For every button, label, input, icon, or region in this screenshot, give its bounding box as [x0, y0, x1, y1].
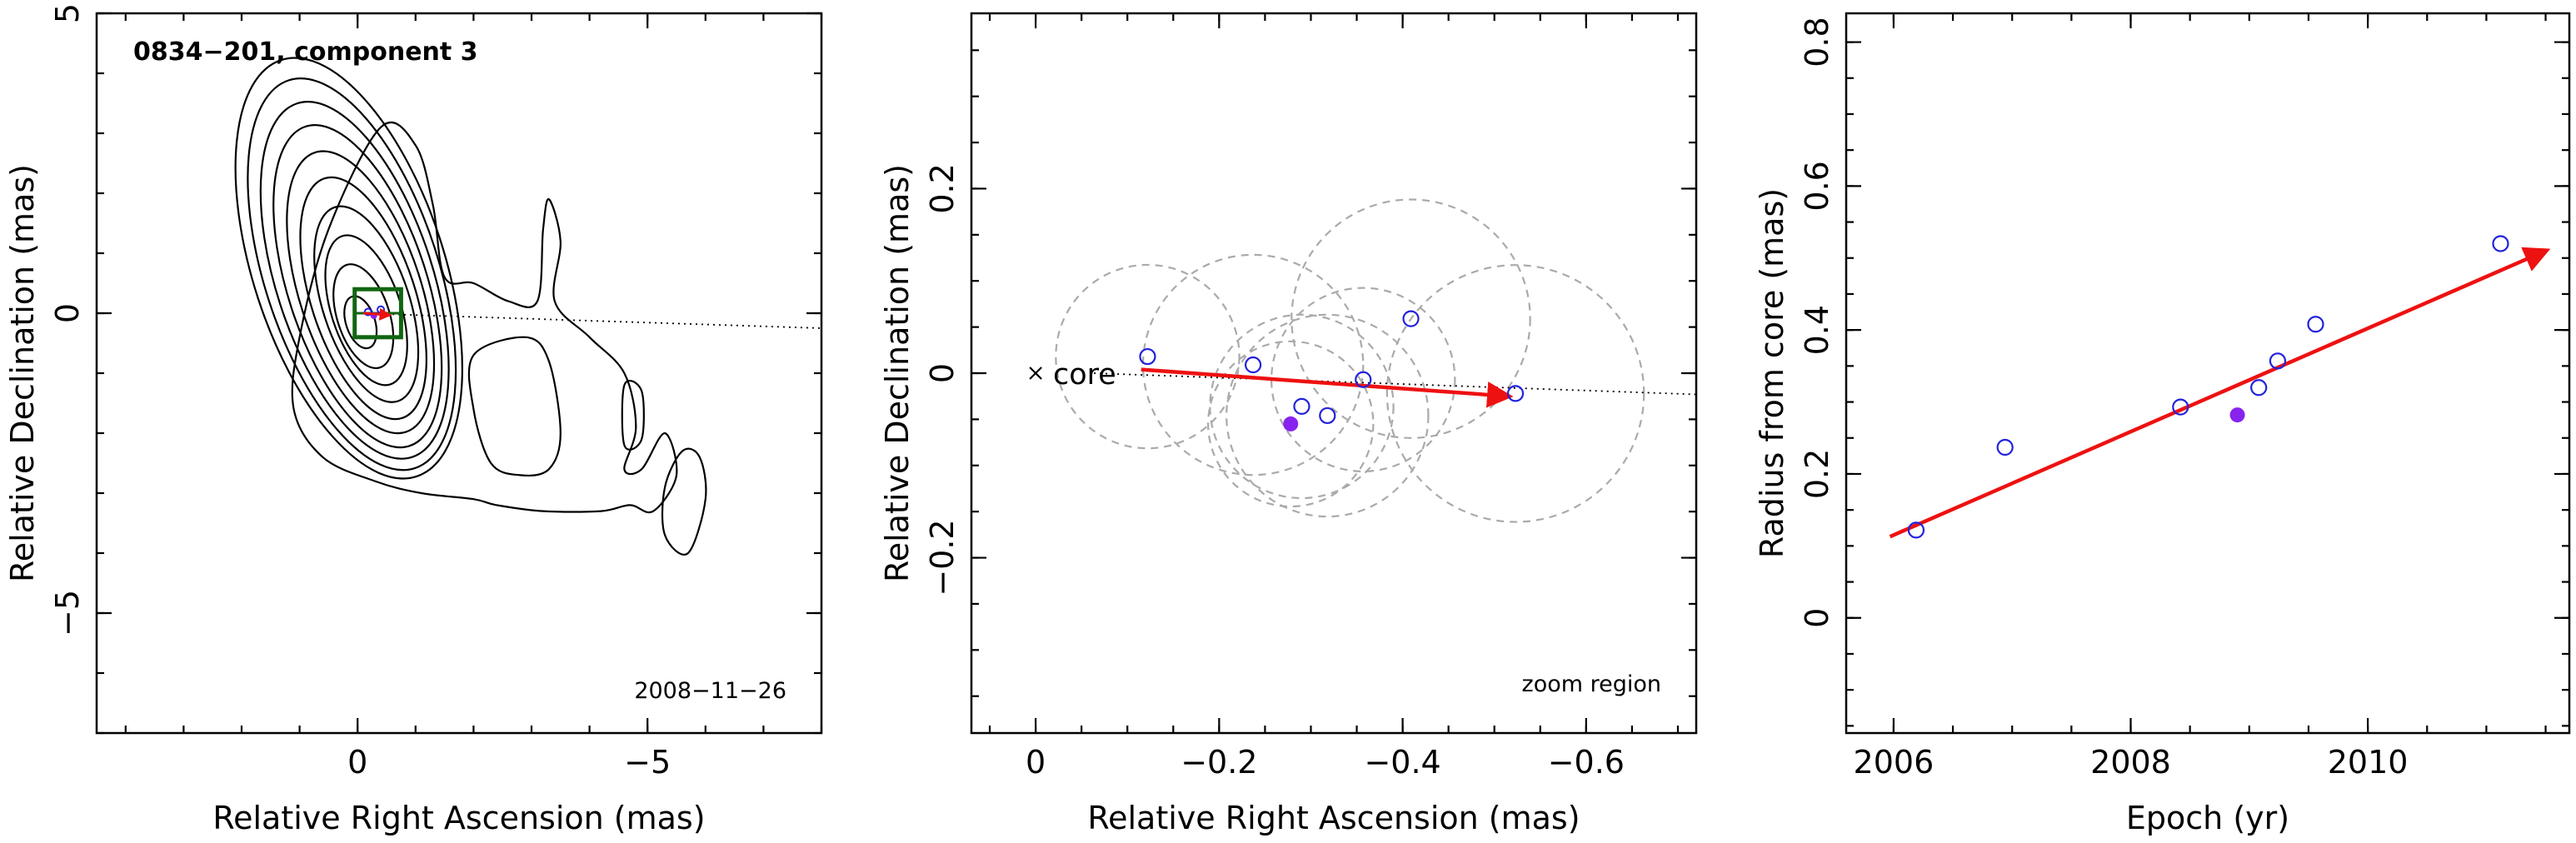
zoom-region-label: zoom region: [1522, 671, 1661, 697]
radius-point: [2172, 398, 2189, 416]
contour-y-tick-label: 0: [49, 303, 86, 323]
motion-arrow: [1141, 367, 1514, 408]
zoom-x-tick-label: −0.4: [1364, 744, 1440, 781]
radius-x-axis-label: Epoch (yr): [2126, 800, 2289, 836]
beam-circle: [1209, 313, 1395, 500]
radius-point: [2250, 379, 2268, 397]
contour-plot-frame: [95, 12, 823, 735]
zoom-y-tick-label: 0: [924, 363, 961, 383]
zoom-x-tick-label: −0.6: [1548, 744, 1625, 781]
radius-y-axis-label: Radius from core (mas): [1754, 188, 1790, 558]
core-label: core: [1053, 358, 1116, 392]
radius-y-tick-label: 0.2: [1799, 449, 1835, 499]
component-position: [1139, 347, 1156, 366]
core-contour: [286, 150, 436, 435]
contour-y-axis-label: Relative Declination (mas): [4, 164, 41, 582]
zoom-mini-marker: [363, 307, 372, 317]
radius-point: [2492, 235, 2509, 252]
core-marker: [1029, 367, 1042, 380]
ridge-line: [1094, 372, 1697, 396]
zoom-y-axis-label: Relative Declination (mas): [879, 164, 916, 582]
radius-point: [2269, 352, 2287, 370]
beam-circle: [1141, 253, 1365, 476]
radius-y-tick-label: 0.4: [1799, 305, 1835, 355]
zoom-y-tick-label: 0.2: [924, 163, 961, 213]
core-contour: [332, 263, 395, 370]
beam-circle: [1226, 313, 1430, 518]
radius-plot-frame: [1845, 12, 2571, 735]
zoom-y-tick-label: −0.2: [924, 519, 961, 596]
contour-x-tick-label: 0: [347, 744, 367, 781]
core-contour: [313, 205, 420, 403]
contour-y-tick-label: 5: [49, 3, 86, 23]
ridge-line: [357, 312, 822, 329]
zoom-mini-marker: [377, 305, 386, 314]
core-contour: [234, 57, 463, 480]
contour-plot-title: 0834−201, component 3: [133, 37, 478, 67]
fit-arrow: [1889, 247, 2551, 539]
zoom-plot-area: [1029, 198, 1697, 523]
core-contour: [272, 124, 443, 449]
radius-x-tick-label: 2006: [1854, 744, 1934, 781]
zoom-region-panel: 0 −0.2 −0.4 −0.6 0.2 0 −0.2 core zoom region R…: [879, 12, 1698, 836]
beam-circle: [1271, 287, 1456, 472]
contour-x-axis-label: Relative Right Ascension (mas): [212, 800, 705, 836]
zoom-x-axis-label: Relative Right Ascension (mas): [1087, 800, 1580, 836]
zoom-mini-arrow: [363, 307, 392, 321]
radius-point-filled: [2229, 407, 2245, 423]
contour-map-panel: 0 −5 5 0 −5 0834−201, component 3 2008−11−26…: [4, 3, 823, 836]
radius-point: [1996, 438, 2014, 456]
core-contour: [247, 77, 457, 471]
component-position: [1355, 371, 1372, 388]
jet-contour: [467, 336, 562, 477]
contour-y-tick-label: −5: [49, 590, 86, 636]
beam-circle: [1385, 264, 1645, 523]
core-contour: [343, 295, 378, 350]
radius-plot-area: [1889, 235, 2551, 539]
zoom-x-tick-label: −0.2: [1181, 744, 1257, 781]
jet-contour: [661, 447, 707, 556]
jet-contour: [621, 379, 645, 451]
component-position: [1402, 310, 1420, 327]
core-contour: [259, 101, 450, 460]
outer-contour: [291, 121, 678, 514]
contour-ticks: 0 −5 5 0 −5: [49, 3, 823, 781]
zoom-ticks: 0 −0.2 −0.4 −0.6 0.2 0 −0.2: [924, 13, 1696, 781]
radius-x-tick-label: 2008: [2090, 744, 2171, 781]
contour-plot-area: [234, 57, 822, 556]
component-position-filled: [1283, 416, 1299, 431]
beam-circle: [1207, 340, 1375, 508]
epoch-date-label: 2008−11−26: [634, 678, 786, 704]
core-contour: [299, 176, 427, 421]
beam-circle: [1290, 198, 1531, 439]
radius-ticks: 2006 2008 2010 0 0.2 0.4 0.6 0.8: [1799, 13, 2569, 781]
radius-point: [2307, 316, 2324, 333]
radius-y-tick-label: 0: [1799, 608, 1835, 628]
zoom-x-tick-label: 0: [1026, 744, 1046, 781]
radius-point: [1907, 521, 1925, 539]
radius-y-tick-label: 0.6: [1799, 161, 1835, 211]
beam-circle: [1055, 263, 1241, 450]
contour-x-tick-label: −5: [624, 744, 671, 781]
component-position: [1244, 356, 1262, 374]
component-position: [1293, 397, 1310, 415]
component-position: [1319, 407, 1336, 425]
radius-epoch-panel: 2006 2008 2010 0 0.2 0.4 0.6 0.8 Epoch (yr) Rad…: [1754, 12, 2571, 836]
radius-x-tick-label: 2010: [2328, 744, 2409, 781]
radius-y-tick-label: 0.8: [1799, 17, 1835, 67]
component-position: [1506, 385, 1525, 402]
